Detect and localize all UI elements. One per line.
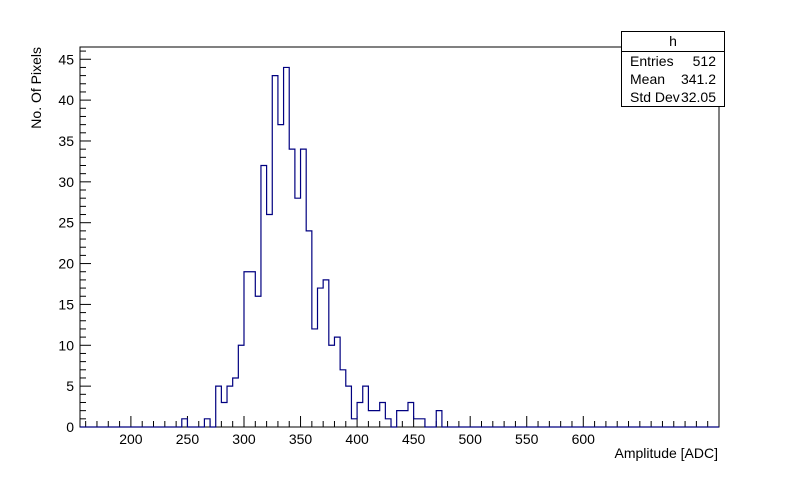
stats-value: 341.2 <box>680 71 716 87</box>
stats-box: h Entries 512 Mean 341.2 Std Dev 32.05 <box>621 31 725 107</box>
histogram-series-line <box>80 66 719 428</box>
x-axis-ticks: 200 250 300 350 400 450 500 550 600 <box>85 416 720 447</box>
y-axis-ticks: 0 5 10 15 20 25 30 35 40 45 <box>58 50 91 435</box>
y-tick-label: 45 <box>58 51 74 67</box>
y-tick-label: 25 <box>58 215 74 231</box>
x-tick-label: 250 <box>176 431 200 447</box>
x-tick-label: 400 <box>345 431 369 447</box>
stats-value: 512 <box>692 53 716 69</box>
y-axis-label: No. Of Pixels <box>28 47 44 129</box>
stats-row-std-dev: Std Dev 32.05 <box>622 88 724 106</box>
x-tick-label: 550 <box>515 431 539 447</box>
x-tick-label: 200 <box>119 431 143 447</box>
y-tick-label: 0 <box>66 419 74 435</box>
stats-value: 32.05 <box>680 89 716 105</box>
x-tick-label: 300 <box>232 431 256 447</box>
stats-title: h <box>622 32 724 52</box>
y-tick-label: 30 <box>58 174 74 190</box>
plot-frame <box>79 46 720 428</box>
x-tick-label: 600 <box>572 431 596 447</box>
x-tick-label: 500 <box>459 431 483 447</box>
y-tick-label: 35 <box>58 133 74 149</box>
stats-row-entries: Entries 512 <box>622 52 724 70</box>
y-tick-label: 10 <box>58 337 74 353</box>
y-tick-label: 5 <box>66 378 74 394</box>
stats-label: Std Dev <box>630 89 680 105</box>
x-tick-label: 450 <box>402 431 426 447</box>
stats-label: Entries <box>630 53 674 69</box>
stats-row-mean: Mean 341.2 <box>622 70 724 88</box>
x-axis-label: Amplitude [ADC] <box>615 445 718 461</box>
y-tick-label: 40 <box>58 92 74 108</box>
stats-label: Mean <box>630 71 666 87</box>
x-tick-label: 350 <box>289 431 313 447</box>
y-tick-label: 20 <box>58 256 74 272</box>
y-tick-label: 15 <box>58 296 74 312</box>
